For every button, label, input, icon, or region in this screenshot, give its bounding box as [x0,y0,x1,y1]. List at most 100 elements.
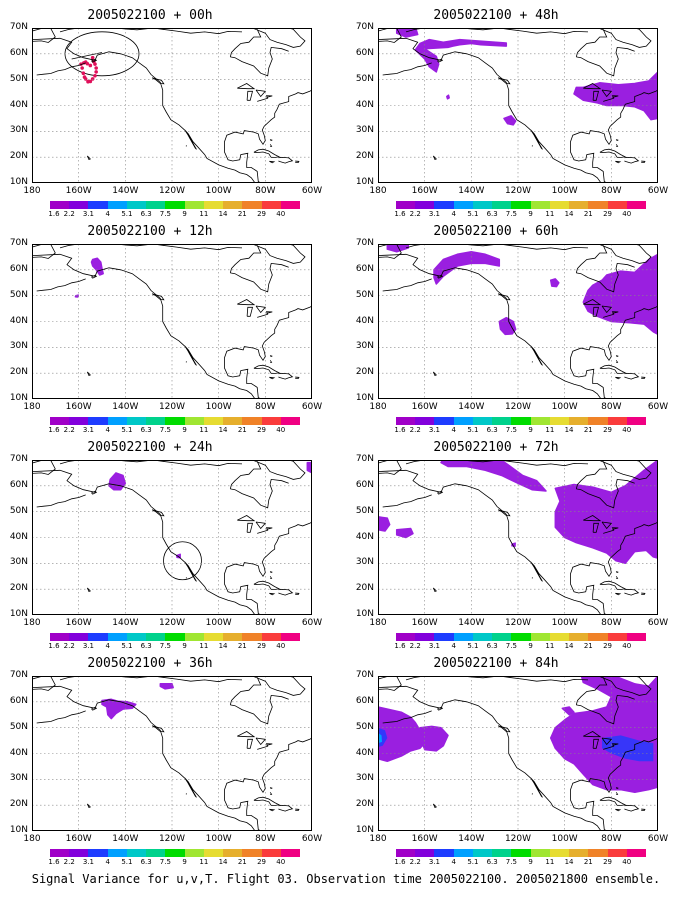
colorbar-swatch [50,201,70,209]
colorbar-swatch [607,417,627,425]
coastline [91,58,98,63]
lon-label: 80W [601,834,622,844]
coastline [570,737,658,831]
lat-label: 20N [355,151,374,162]
coastline [603,95,619,102]
lon-label: 120W [158,834,186,844]
map-content [378,676,658,831]
coastline [576,46,635,77]
colorbar-label: 3.1 [82,426,95,434]
lat-label: 60N [355,47,374,58]
coastline [224,521,312,615]
plot-frame [378,28,658,183]
lat-label: 50N [355,289,374,300]
track-line [71,52,103,60]
coastline [230,46,289,77]
variance-region [395,527,414,539]
map-content [32,676,312,831]
coastline [246,738,254,749]
coastline [599,580,627,590]
colorbar-label: 1.6 [48,642,60,650]
colorbar-swatch [280,633,301,641]
map-panel: 2005022100 + 48h 10N 20N 30N 40N 50N 60N 70N 180… [346,8,668,224]
map-plot [32,244,312,399]
lat-label: 30N [9,125,28,136]
colorbar-label: 29 [603,210,612,218]
observation-point [90,55,95,60]
variance-region [561,706,575,716]
coastline [498,77,511,85]
variance-region [440,460,547,492]
colorbar-label: 3.1 [428,858,441,866]
variance-region [101,698,137,720]
map-panel: 2005022100 + 60h 10N 20N 30N 40N 50N 60N 70N 180… [346,224,668,440]
map-content [32,28,312,183]
coastline [278,156,294,164]
colorbar-swatch [203,201,224,209]
lon-label: 100W [551,402,578,412]
colorbar-swatch [50,417,70,425]
observation-point [90,77,95,81]
coastline [596,28,652,48]
colorbar-swatch [511,201,531,209]
variance-region [108,472,127,491]
coastline [615,355,619,357]
coastline [599,796,627,806]
colorbar-swatch [434,633,454,641]
coastline [278,372,294,380]
colorbar-label: 9 [528,858,533,866]
colorbar-label: 7.5 [159,642,171,650]
colorbar-label: 2.2 [63,210,75,218]
coastline [624,804,640,812]
lon-label: 120W [158,186,186,196]
coastline [86,155,92,161]
colorbar-swatch [434,201,454,209]
coastline [575,245,608,274]
coastline [36,710,86,724]
colorbar-swatch [203,849,224,857]
lat-label: 40N [9,747,28,758]
lat-label: 10N [355,177,374,187]
coastline [624,588,640,596]
lat-label: 50N [9,289,28,300]
colorbar-label: 3.1 [428,642,441,650]
lon-label: 100W [551,618,578,628]
coastline [32,244,56,259]
colorbar-label: 29 [603,858,612,866]
variance-region [549,278,560,288]
map-panel: 2005022100 + 00h 10N 20N 30N 40N 50N 60N 70N 180… [0,8,322,224]
variance-region [582,253,658,336]
lat-label: 30N [9,557,28,568]
colorbar-label: 6.3 [486,858,498,866]
coastline [603,743,619,750]
colorbar-label: 4 [451,858,456,866]
coastline [91,706,98,711]
colorbar-label: 3.1 [428,210,441,218]
lon-label: 80W [601,402,622,412]
colorbar-label: 29 [603,642,612,650]
colorbar-swatch [569,633,589,641]
lat-label: 40N [9,99,28,110]
lon-label: 140W [458,402,485,412]
lat-label: 50N [355,73,374,84]
coastline [615,144,619,147]
coastline [615,376,622,380]
coastline [531,793,534,795]
colorbar-label: 5.1 [121,426,133,434]
colorbar-swatch [242,633,262,641]
colorbar-swatch [396,849,416,857]
colorbar-label: 6.3 [140,210,152,218]
colorbar-label: 11 [199,858,209,866]
lon-label: 80W [255,186,276,196]
coastline [575,461,608,490]
colorbar-swatch [88,633,108,641]
lon-label: 160W [411,186,438,196]
plot-frame [32,460,312,615]
lat-label: 20N [9,151,28,162]
map-plot [32,460,312,615]
coastline [615,160,622,164]
coastline [615,360,619,363]
colorbar-label: 5.1 [467,642,479,650]
colorbar-swatch [146,417,166,425]
colorbar-label: 11 [545,642,555,650]
